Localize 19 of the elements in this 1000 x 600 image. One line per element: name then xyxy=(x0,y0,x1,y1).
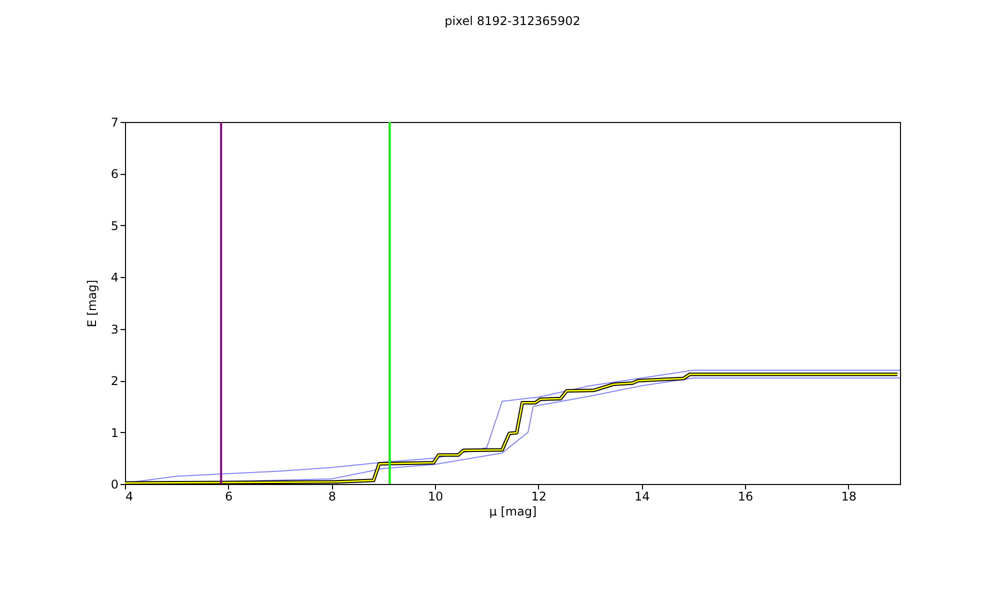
y-tick-label: 1 xyxy=(110,426,118,440)
y-tick-label: 2 xyxy=(110,374,118,388)
x-tick-label: 14 xyxy=(634,490,650,504)
x-axis-title: μ [mag] xyxy=(489,504,537,518)
y-axis-title: E [mag] xyxy=(84,280,99,328)
y-tick-label: 3 xyxy=(110,322,118,336)
y-tick-label: 6 xyxy=(110,167,118,182)
y-tick-label: 5 xyxy=(110,218,118,233)
x-tick-label: 6 xyxy=(225,490,233,504)
x-tick-label: 18 xyxy=(841,490,856,504)
chart-title: pixel 8192-312365902 xyxy=(444,14,580,28)
x-tick-label: 16 xyxy=(738,490,754,504)
y-tick-label: 4 xyxy=(110,270,118,285)
x-tick-label: 4 xyxy=(126,490,134,504)
x-tick-label: 10 xyxy=(428,490,444,504)
x-tick-label: 12 xyxy=(531,490,546,504)
y-tick-label: 0 xyxy=(110,478,118,492)
x-tick-label: 8 xyxy=(328,490,336,504)
y-tick-label: 7 xyxy=(110,116,118,130)
